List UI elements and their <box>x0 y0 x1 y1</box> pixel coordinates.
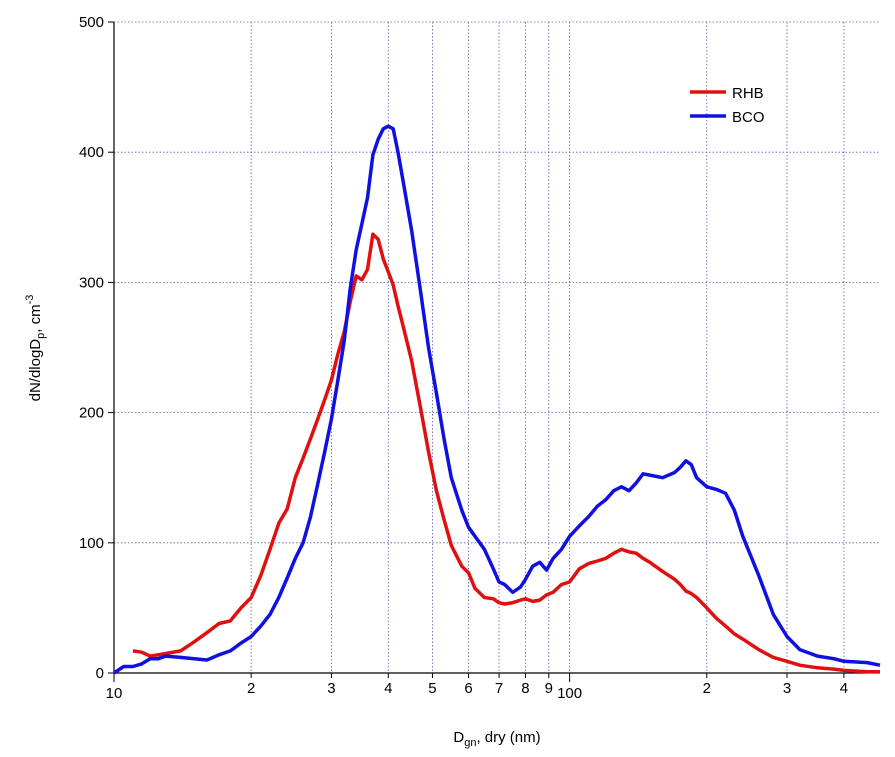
y-tick-label: 200 <box>79 405 104 422</box>
x-tick-label: 2 <box>703 680 711 697</box>
x-axis-label: Dgn, dry (nm) <box>453 729 540 749</box>
y-label-part: , cm <box>27 304 44 332</box>
x-tick-label: 8 <box>521 680 529 697</box>
x-tick-label: 3 <box>327 680 335 697</box>
x-label-part: , dry (nm) <box>476 729 540 746</box>
y-axis-label: dN/dlogDp, cm-3 <box>24 295 47 402</box>
y-tick-label: 100 <box>79 535 104 552</box>
x-tick-label: 10 <box>106 685 123 702</box>
x-tick-label: 4 <box>384 680 392 697</box>
y-label-sup: -3 <box>24 295 36 305</box>
x-label-sub: gn <box>464 737 476 749</box>
x-label-part: D <box>453 729 464 746</box>
x-tick-label: 5 <box>428 680 436 697</box>
x-tick-label: 100 <box>557 685 582 702</box>
y-tick-label: 500 <box>79 14 104 31</box>
data-line <box>132 232 880 674</box>
x-tick-label: 9 <box>545 680 553 697</box>
y-tick-label: 300 <box>79 274 104 291</box>
legend-label: BCO <box>732 109 765 126</box>
y-label-part: dN/dlogD <box>27 339 44 402</box>
x-tick-label: 2 <box>247 680 255 697</box>
x-tick-label: 3 <box>783 680 791 697</box>
y-label-sub: p <box>35 333 47 339</box>
x-tick-label: 7 <box>495 680 503 697</box>
x-tick-label: 4 <box>840 680 848 697</box>
y-tick-label: 400 <box>79 144 104 161</box>
data-line <box>113 124 881 675</box>
legend-label: RHB <box>732 85 764 102</box>
x-tick-label: 6 <box>464 680 472 697</box>
y-tick-label: 0 <box>96 665 104 682</box>
